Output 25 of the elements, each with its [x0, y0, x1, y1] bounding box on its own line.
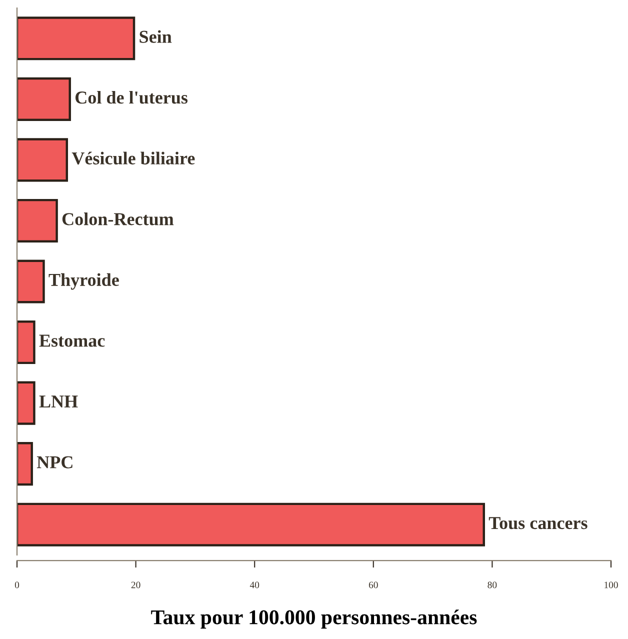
bar: [17, 442, 33, 486]
bar: [17, 16, 136, 60]
bar: [17, 77, 71, 121]
bar: [17, 381, 36, 425]
bar: [17, 260, 45, 304]
y-tick-label: Col de l'uterus: [76, 90, 188, 104]
y-tick-label: LNH: [39, 396, 78, 408]
x-tick-label: 40: [250, 582, 260, 588]
x-tick-label: 0: [14, 582, 20, 588]
y-tick-label: NPC: [36, 456, 72, 468]
y-tick-label: Estomac: [39, 334, 105, 347]
y-tick-label: Colon-Rectum: [62, 212, 174, 226]
y-tick-label: Thyroide: [48, 273, 119, 290]
y-tick-label: Vésicule biliaire: [72, 152, 195, 165]
x-axis-title: Taux pour 100.000 personnes-années: [151, 610, 477, 629]
bar: [17, 320, 36, 364]
x-tick-label: 100: [604, 582, 618, 588]
y-tick-label: Sein: [140, 30, 172, 43]
x-tick-label: 20: [131, 582, 140, 588]
y-tick-label: Tous cancers: [488, 517, 588, 530]
bar: [17, 198, 58, 242]
x-tick-label: 80: [488, 582, 497, 588]
bar: [17, 138, 68, 182]
x-tick-label: 60: [368, 582, 378, 588]
bar: [17, 502, 485, 546]
